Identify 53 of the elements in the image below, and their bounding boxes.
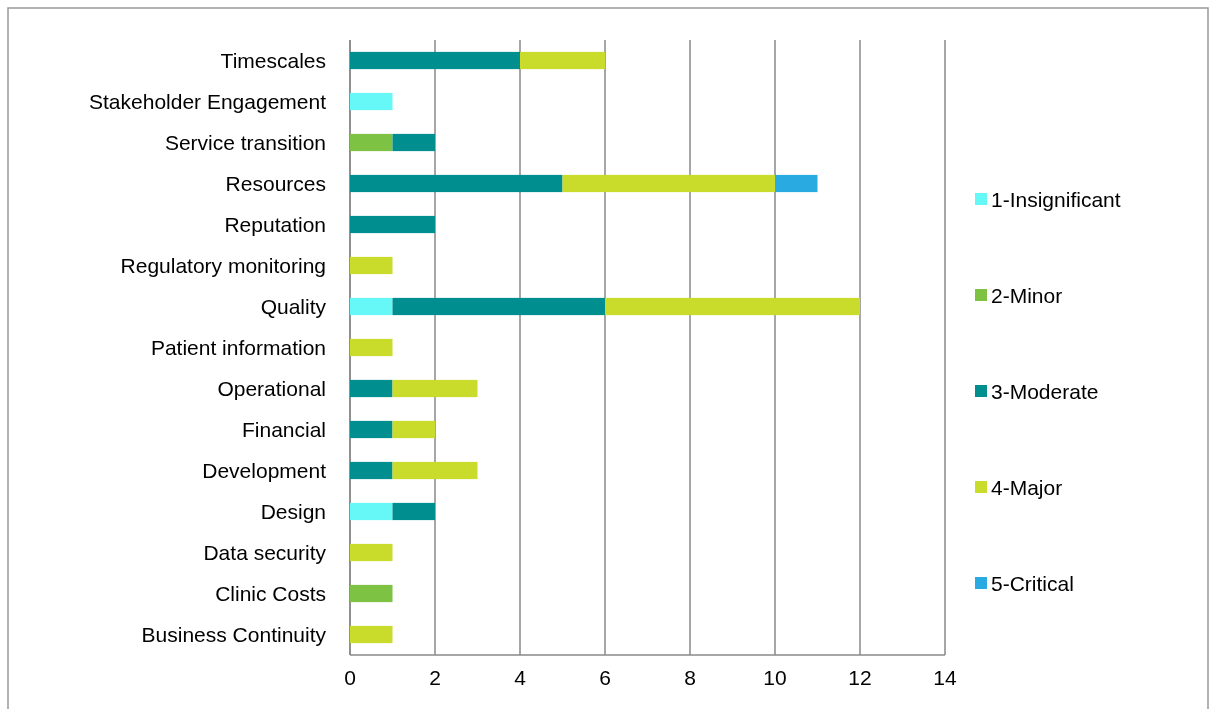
bar (350, 174, 563, 193)
bar (350, 625, 393, 644)
bar (350, 502, 393, 521)
bar (350, 297, 393, 316)
bar (520, 51, 605, 70)
bar (392, 420, 435, 439)
bar (775, 174, 818, 193)
y-tick-label: Regulatory monitoring (120, 253, 326, 277)
legend-label: 1-Insignificant (991, 188, 1121, 212)
y-tick-label: Operational (217, 376, 326, 400)
legend-label: 3-Moderate (991, 380, 1099, 404)
bar (605, 297, 860, 316)
bar (350, 215, 435, 234)
y-tick-label: Quality (260, 294, 327, 318)
y-tick-label: Design (260, 499, 326, 523)
bar (350, 338, 393, 357)
x-tick-label: 2 (429, 666, 441, 689)
y-tick-label: Financial (241, 417, 326, 441)
y-tick-label: Service transition (164, 130, 326, 154)
y-tick-label: Development (202, 458, 327, 482)
x-tick-label: 10 (763, 666, 787, 689)
x-tick-label: 14 (933, 666, 957, 689)
bar (350, 584, 393, 603)
bar (350, 256, 393, 275)
y-tick-label: Data security (203, 540, 327, 564)
bar (350, 461, 393, 480)
legend-label: 4-Major (991, 476, 1063, 500)
bar (350, 420, 393, 439)
x-tick-label: 6 (599, 666, 611, 689)
bar (562, 174, 775, 193)
bar (392, 379, 478, 398)
legend-label: 2-Minor (991, 284, 1063, 308)
bar (350, 543, 393, 562)
y-tick-label: Business Continuity (141, 622, 327, 646)
bar (392, 297, 605, 316)
bar (392, 133, 435, 152)
bar (350, 92, 393, 111)
y-tick-label: Timescales (220, 48, 326, 72)
bar (350, 133, 393, 152)
bar (392, 461, 478, 480)
x-tick-label: 8 (684, 666, 696, 689)
bar (350, 379, 393, 398)
bar (392, 502, 435, 521)
bar (350, 51, 520, 70)
y-tick-label: Reputation (224, 212, 326, 236)
x-tick-label: 4 (514, 666, 527, 689)
y-tick-label: Stakeholder Engagement (89, 89, 327, 113)
y-tick-label: Patient information (150, 335, 326, 359)
y-tick-label: Clinic Costs (215, 581, 326, 605)
x-tick-label: 0 (344, 666, 356, 689)
legend-label: 5-Critical (991, 572, 1074, 596)
y-tick-label: Resources (225, 171, 326, 195)
x-tick-label: 12 (848, 666, 872, 689)
